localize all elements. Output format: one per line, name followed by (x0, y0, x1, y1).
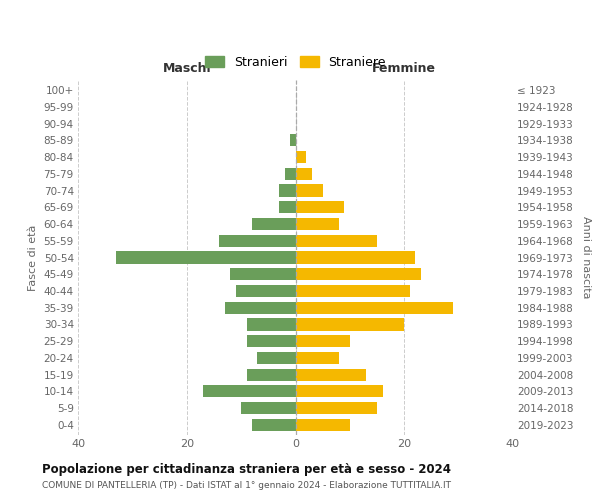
Bar (296, 352, 339, 364)
Bar (279, 201, 296, 213)
Bar (220, 234, 296, 247)
Bar (296, 234, 377, 247)
Bar (296, 168, 312, 180)
Y-axis label: Fasce di età: Fasce di età (28, 224, 38, 290)
Bar (252, 419, 296, 431)
Bar (284, 168, 296, 180)
Bar (296, 268, 421, 280)
Text: Femmine: Femmine (372, 62, 436, 75)
Bar (241, 402, 296, 414)
Text: COMUNE DI PANTELLERIA (TP) - Dati ISTAT al 1° gennaio 2024 - Elaborazione TUTTIT: COMUNE DI PANTELLERIA (TP) - Dati ISTAT … (42, 481, 451, 490)
Bar (296, 402, 377, 414)
Bar (247, 335, 296, 347)
Bar (296, 252, 415, 264)
Bar (290, 134, 296, 146)
Bar (296, 386, 383, 398)
Legend: Stranieri, Straniere: Stranieri, Straniere (200, 50, 391, 74)
Bar (296, 285, 410, 297)
Bar (116, 252, 296, 264)
Bar (247, 318, 296, 330)
Bar (296, 318, 404, 330)
Bar (296, 368, 366, 380)
Bar (247, 368, 296, 380)
Bar (296, 419, 350, 431)
Y-axis label: Anni di nascita: Anni di nascita (581, 216, 591, 298)
Bar (236, 285, 296, 297)
Bar (296, 335, 350, 347)
Bar (279, 184, 296, 196)
Bar (203, 386, 296, 398)
Text: Maschi: Maschi (163, 62, 211, 75)
Bar (296, 184, 323, 196)
Bar (296, 151, 307, 163)
Bar (296, 201, 344, 213)
Text: Popolazione per cittadinanza straniera per età e sesso - 2024: Popolazione per cittadinanza straniera p… (42, 462, 451, 475)
Bar (252, 218, 296, 230)
Bar (296, 218, 339, 230)
Bar (296, 302, 453, 314)
Bar (230, 268, 296, 280)
Bar (225, 302, 296, 314)
Bar (257, 352, 296, 364)
